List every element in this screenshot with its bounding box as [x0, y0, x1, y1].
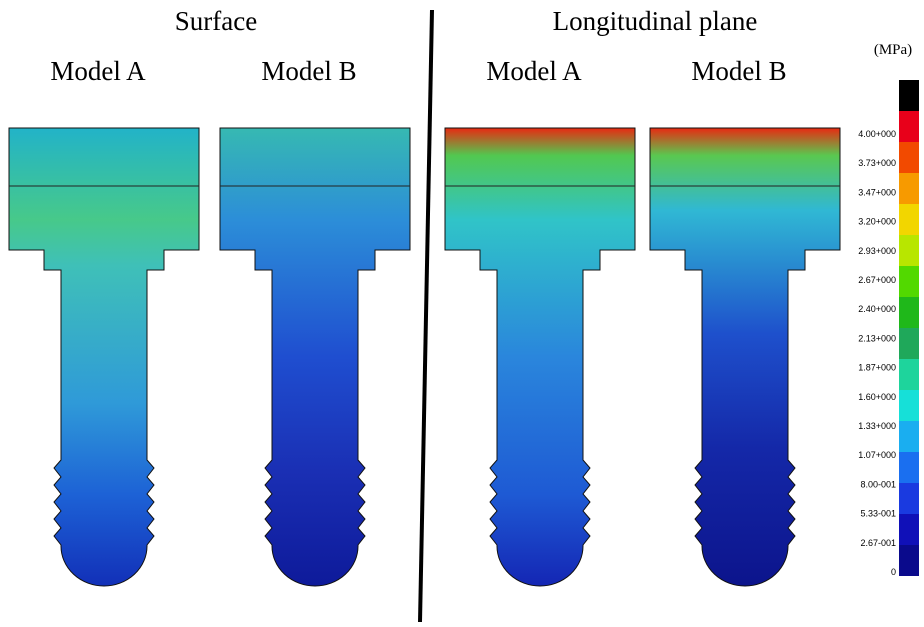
legend-swatch — [899, 514, 919, 545]
legend-label: 4.00+000 — [858, 129, 896, 139]
figure: Surface Longitudinal plane (MPa) Model A… — [0, 0, 924, 627]
legend-unit: (MPa) — [874, 42, 912, 58]
legend-label: 2.67+000 — [858, 275, 896, 285]
legend-swatch — [899, 359, 919, 390]
legend-swatch — [899, 545, 919, 576]
legend-label: 3.73+000 — [858, 158, 896, 168]
panel-label: Model A — [50, 56, 146, 86]
legend-swatch — [899, 328, 919, 359]
legend-swatch — [899, 421, 919, 452]
legend-label: 1.33+000 — [858, 421, 896, 431]
legend-label: 2.93+000 — [858, 246, 896, 256]
legend-swatch — [899, 390, 919, 421]
divider — [420, 10, 432, 622]
legend-swatch — [899, 142, 919, 173]
legend-label: 8.00-001 — [860, 479, 896, 489]
legend-label: 3.47+000 — [858, 187, 896, 197]
legend-swatch — [899, 483, 919, 514]
screw — [220, 128, 410, 586]
legend-label: 2.13+000 — [858, 333, 896, 343]
panel-label: Model A — [486, 56, 582, 86]
legend-swatch — [899, 235, 919, 266]
legend-label: 5.33-001 — [860, 509, 896, 519]
legend-swatch — [899, 173, 919, 204]
panel-label: Model B — [261, 56, 356, 86]
legend-label: 2.40+000 — [858, 304, 896, 314]
screw — [650, 128, 840, 586]
legend-swatch — [899, 80, 919, 111]
legend-swatch — [899, 297, 919, 328]
panel-label: Model B — [691, 56, 786, 86]
legend-swatch — [899, 452, 919, 483]
legend-label: 2.67-001 — [860, 538, 896, 548]
screw — [9, 128, 199, 586]
legend-swatch — [899, 204, 919, 235]
header: Longitudinal plane — [553, 6, 758, 36]
legend-label: 3.20+000 — [858, 217, 896, 227]
legend-swatch — [899, 111, 919, 142]
legend-label: 1.07+000 — [858, 450, 896, 460]
legend-swatch — [899, 266, 919, 297]
screw — [445, 128, 635, 586]
legend-label: 1.87+000 — [858, 363, 896, 373]
legend-label: 0 — [891, 567, 896, 577]
header: Surface — [175, 6, 257, 36]
legend-label: 1.60+000 — [858, 392, 896, 402]
